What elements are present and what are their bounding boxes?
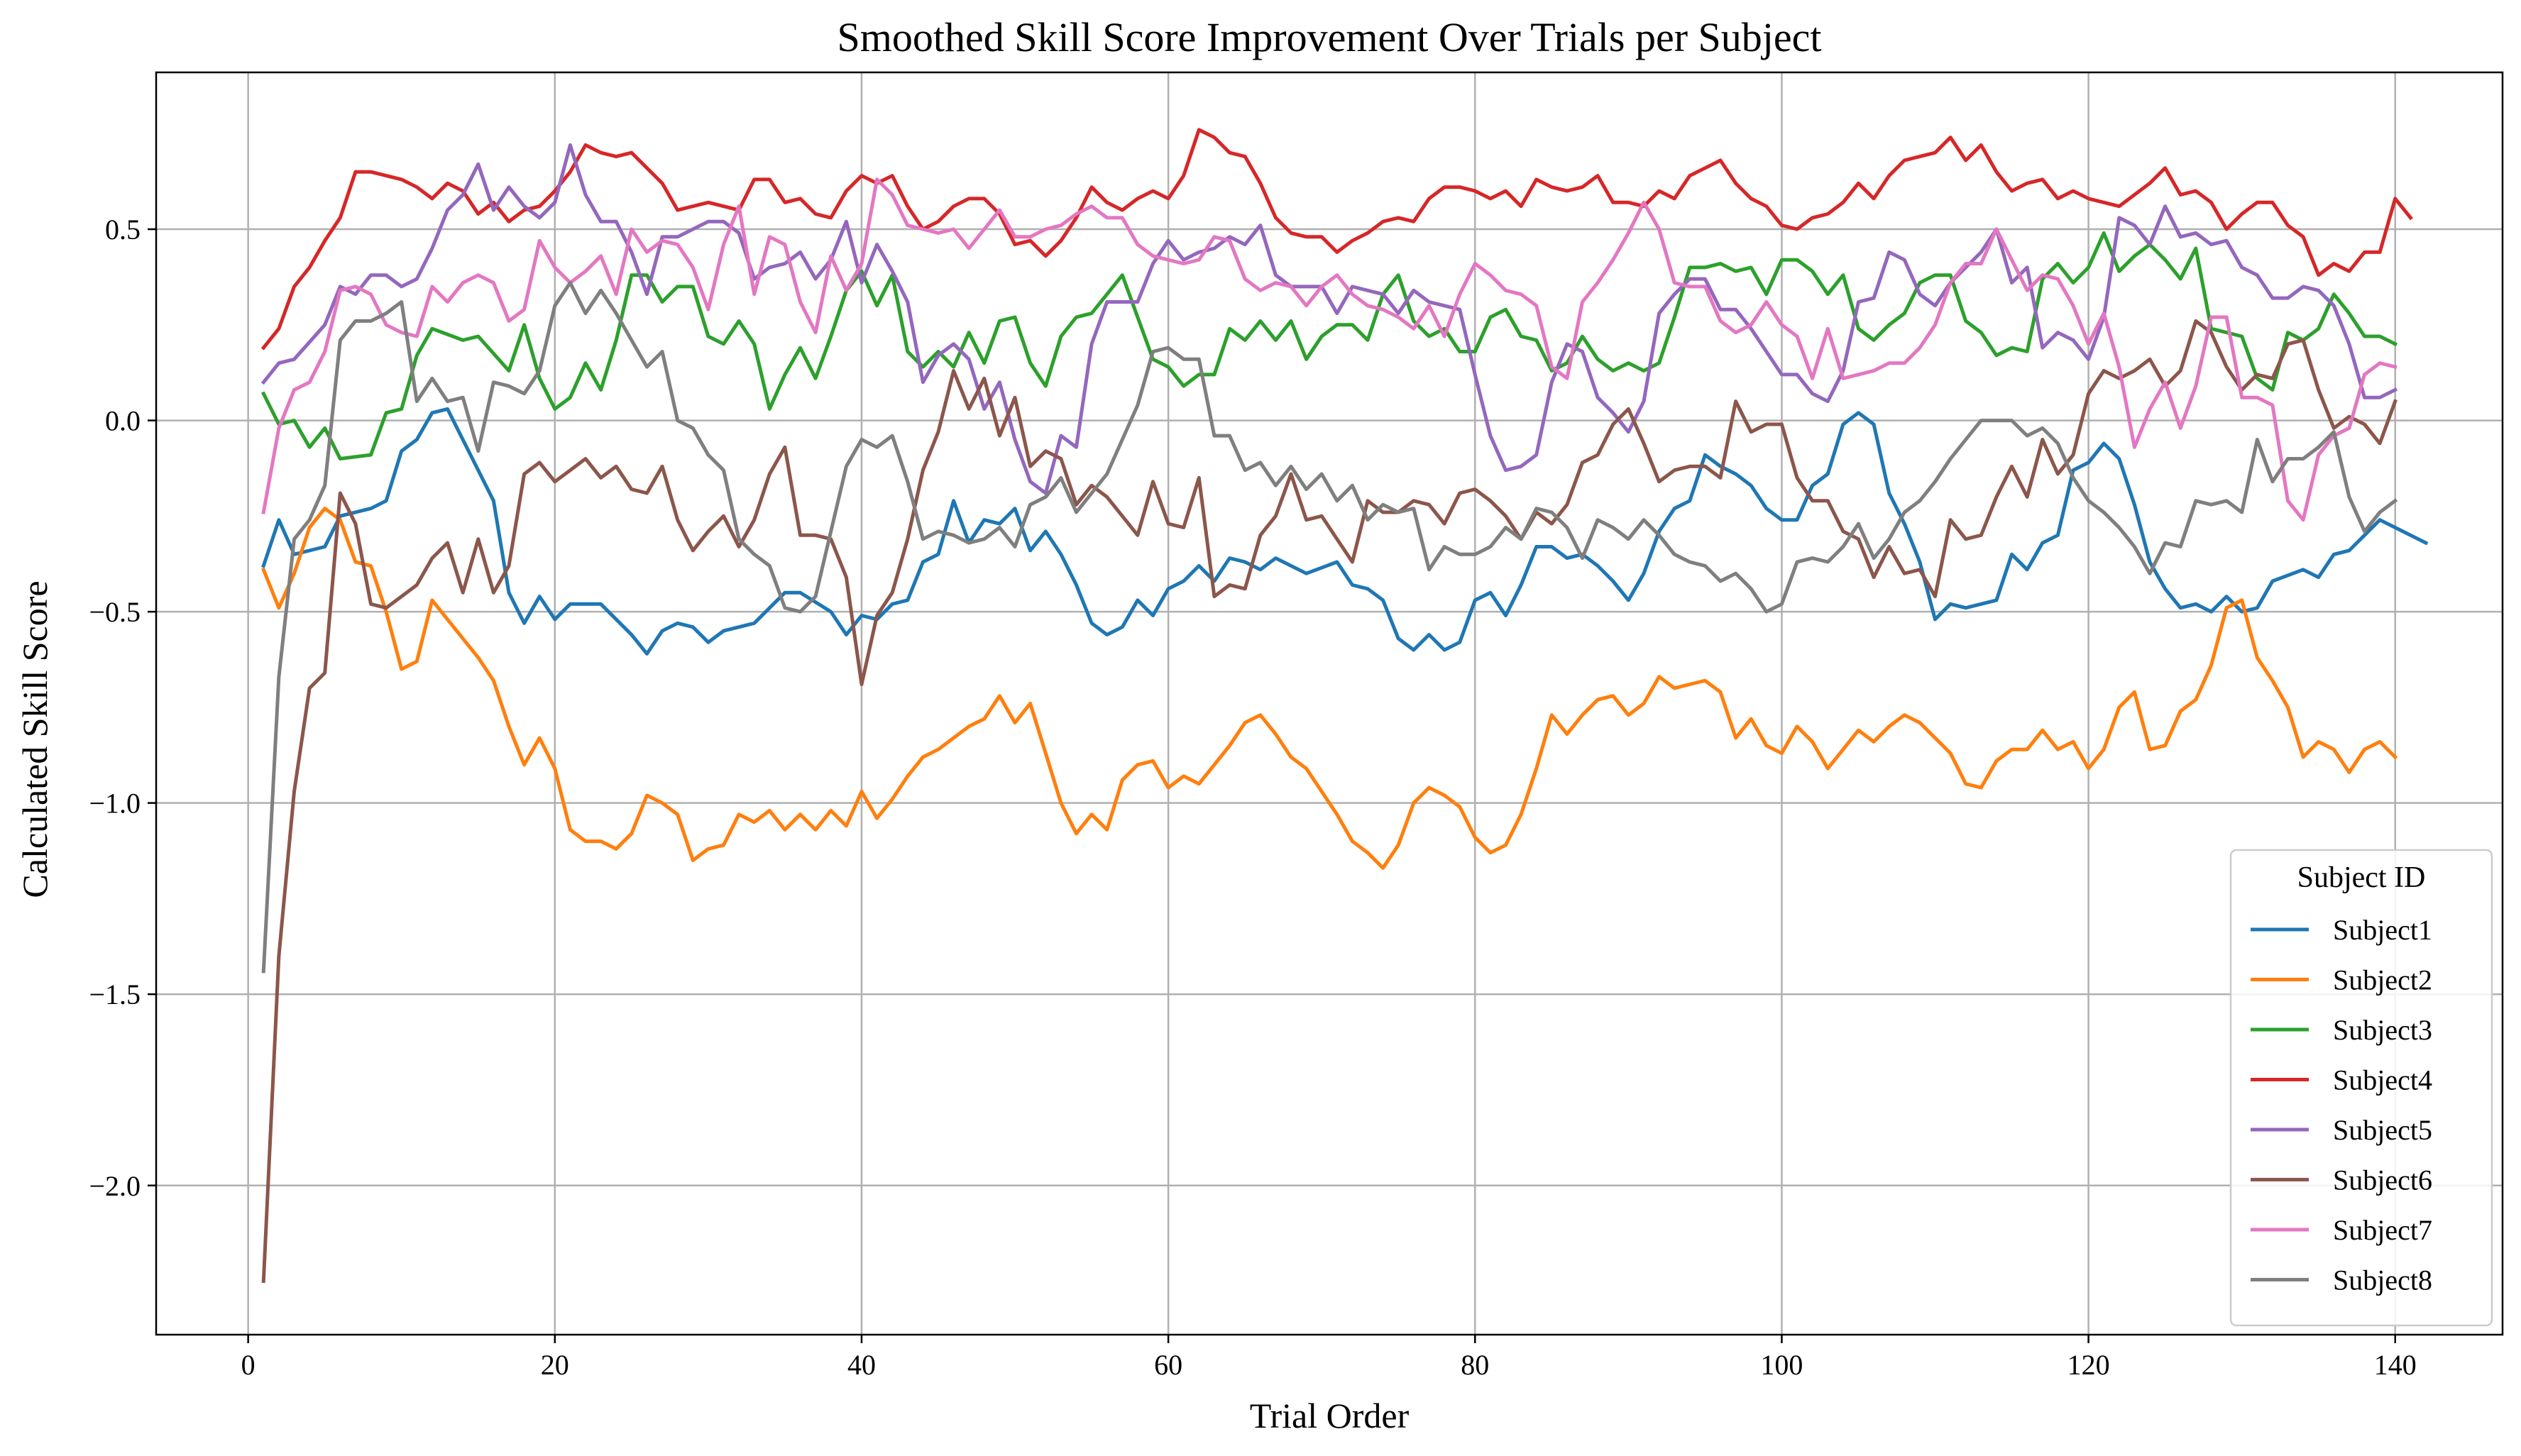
legend-entry-label: Subject6 xyxy=(2333,1164,2432,1196)
legend: Subject ID Subject1 Subject2 Subject3 Subjec… xyxy=(2229,849,2493,1327)
legend-box xyxy=(2229,849,2493,1327)
y-tick-label: −1.5 xyxy=(89,978,141,1010)
x-axis-label: Trial Order xyxy=(1250,1396,1410,1435)
series-line-subject8 xyxy=(261,281,2398,974)
legend-entry-label: Subject8 xyxy=(2333,1264,2432,1296)
legend-entry-label: Subject3 xyxy=(2333,1014,2432,1046)
x-tick-label: 20 xyxy=(541,1349,569,1381)
y-tick-label: −0.5 xyxy=(89,596,141,628)
chart-title: Smoothed Skill Score Improvement Over Tr… xyxy=(837,14,1821,60)
y-axis-label: Calculated Skill Score xyxy=(15,580,55,898)
legend-entry-label: Subject5 xyxy=(2333,1114,2432,1146)
series-line-subject4 xyxy=(260,128,2413,351)
x-tick-label: 60 xyxy=(1154,1349,1182,1381)
series-line-subject6 xyxy=(261,319,2398,1284)
legend-entry-label: Subject4 xyxy=(2333,1064,2432,1096)
series-line-subject7 xyxy=(261,177,2398,522)
x-tick-label: 0 xyxy=(241,1349,256,1381)
series-lines xyxy=(260,128,2429,1284)
series-line-subject1 xyxy=(261,407,2429,656)
x-tick-label: 40 xyxy=(847,1349,876,1381)
y-tick-label: −2.0 xyxy=(89,1170,141,1202)
legend-entry-label: Subject7 xyxy=(2333,1214,2432,1246)
legend-entry-label: Subject2 xyxy=(2333,964,2432,996)
x-tick-label: 140 xyxy=(2374,1349,2417,1381)
y-tick-label: 0.5 xyxy=(105,214,141,246)
legend-title: Subject ID xyxy=(2297,861,2426,894)
y-tick-label: 0.0 xyxy=(105,405,141,437)
series-line-subject2 xyxy=(261,507,2398,870)
series-line-subject5 xyxy=(260,143,2398,495)
plot-frame xyxy=(155,71,2504,1336)
x-tick-label: 100 xyxy=(1760,1349,1803,1381)
series-line-subject3 xyxy=(260,231,2398,460)
y-tick-label: −1.0 xyxy=(89,788,141,820)
x-tick-label: 80 xyxy=(1461,1349,1489,1381)
axis-ticks: 0 20 40 60 80 100 120 140 −2.0 −1.5 −1.0 −0.5 0.0 0.5 xyxy=(89,214,2416,1381)
legend-entry-label: Subject1 xyxy=(2333,914,2432,946)
x-tick-label: 120 xyxy=(2067,1349,2110,1381)
